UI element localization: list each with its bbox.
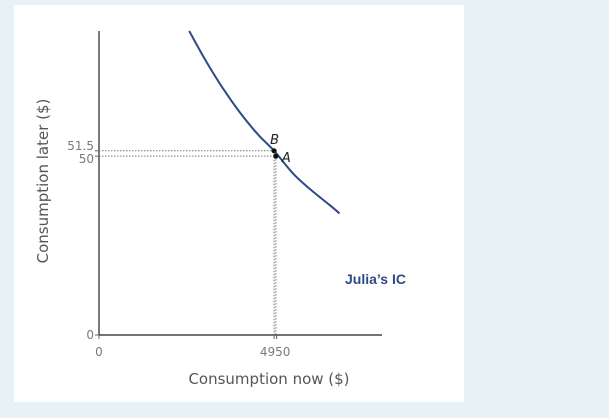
point-b <box>271 148 277 154</box>
series-line-julias-ic <box>188 30 341 215</box>
x-tick-label-49: 49 <box>260 345 275 359</box>
y-tick-label-51.5: 51.5 <box>67 139 94 153</box>
y-tick-label-50: 50 <box>79 152 94 166</box>
x-tick-label-50: 50 <box>275 345 290 359</box>
point-label-a: A <box>281 151 291 166</box>
y-axis-title: Consumption later ($) <box>34 99 52 264</box>
point-label-b: B <box>270 133 279 148</box>
x-axis-title: Consumption now ($) <box>188 370 349 388</box>
point-a <box>273 153 279 159</box>
y-tick-label-0: 0 <box>86 328 94 342</box>
series-label-julias-ic: Julia’s IC <box>345 271 406 287</box>
x-tick-label-0: 0 <box>95 345 103 359</box>
